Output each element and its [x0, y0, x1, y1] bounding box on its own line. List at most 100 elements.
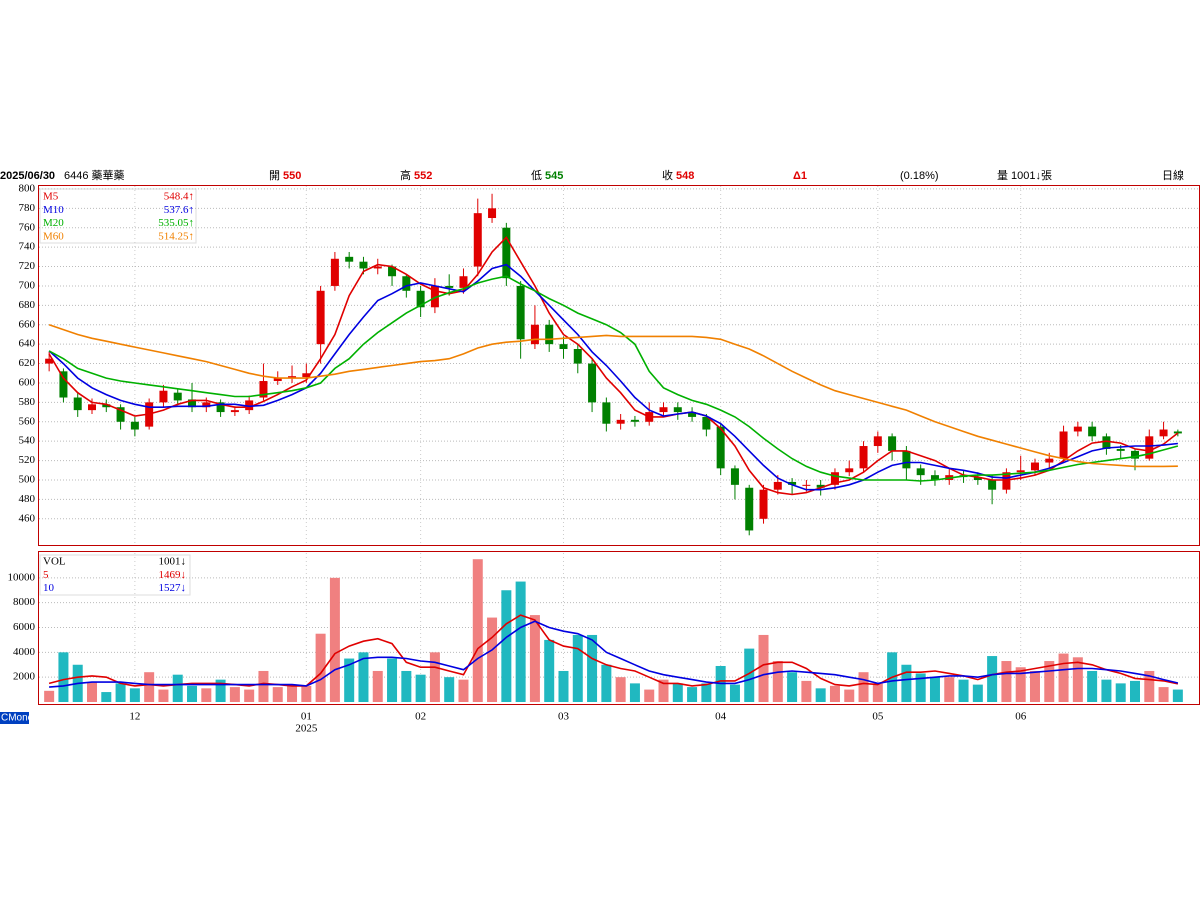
candle-body [545, 324, 554, 345]
volume-bar [272, 687, 283, 702]
legend-name: M10 [43, 204, 64, 216]
volume-bar [987, 656, 998, 702]
volume-bar [115, 683, 126, 702]
volume-bar [629, 683, 640, 702]
ma-line [48, 236, 1179, 496]
legend-name: M5 [43, 191, 59, 203]
candle-body [416, 290, 425, 308]
y-tick-label: 640 [19, 338, 36, 350]
candle-body [302, 373, 311, 378]
volume-bar [1001, 661, 1012, 702]
volume-bar [244, 689, 255, 702]
volume-bar [758, 634, 769, 702]
legend-value: 535.05↑ [158, 217, 194, 229]
volume-bar [1087, 670, 1098, 702]
y-tick-label: 660 [19, 318, 36, 330]
x-tick-label: 05 [872, 711, 884, 723]
volume-bar [429, 652, 440, 702]
volume-bar [772, 661, 783, 702]
candle-body [402, 276, 411, 291]
volume-bar [1158, 687, 1169, 702]
volume-bar [872, 683, 883, 702]
candle-body [259, 381, 268, 398]
volume-bar [858, 672, 869, 702]
candle-body [188, 399, 197, 408]
y-tick-label: 2000 [13, 671, 36, 683]
candle-body [430, 285, 439, 308]
candle-body [902, 450, 911, 469]
candle-body [88, 404, 97, 411]
candle-body [359, 261, 368, 269]
candle-body [1173, 431, 1182, 434]
candle-body [388, 266, 397, 277]
ma-line [48, 263, 1178, 491]
volume-bar [187, 685, 198, 702]
candle-body [1073, 426, 1082, 432]
candle-body [973, 477, 982, 480]
volume-bar [1015, 667, 1026, 702]
volume-bar [644, 689, 655, 702]
y-tick-label: 680 [19, 299, 36, 311]
y-tick-label: 700 [19, 279, 36, 291]
y-tick-label: 780 [19, 202, 36, 214]
legend-value: 537.6↑ [164, 204, 194, 216]
candle-body [673, 407, 682, 413]
volume-bar [87, 682, 98, 702]
period: 日線 [1162, 168, 1184, 182]
legend-name: 10 [43, 582, 55, 594]
candle-body [988, 479, 997, 490]
date: 2025/06/30 [0, 170, 55, 182]
candle-body [345, 256, 354, 262]
candle-body [445, 285, 454, 288]
candle-body [59, 371, 68, 398]
change: Δ1 [793, 170, 807, 182]
candle-body [802, 484, 811, 486]
candle-body [530, 324, 539, 345]
volume-bar [172, 674, 183, 702]
candle-body [816, 484, 825, 488]
y-tick-label: 800 [19, 182, 36, 194]
volume-bar [829, 685, 840, 702]
volume-bar [344, 658, 355, 702]
candle-body [1102, 436, 1111, 449]
candle-body [73, 397, 82, 411]
legend-name: VOL [43, 556, 66, 568]
candle-body [616, 419, 625, 424]
candle-body [230, 410, 239, 413]
candle-body [202, 402, 211, 408]
volume-bar [801, 680, 812, 702]
close-value: 548 [676, 170, 694, 182]
y-tick-label: 720 [19, 260, 36, 272]
volume-bar [701, 683, 712, 702]
x-tick-label: 12 [129, 711, 140, 723]
candle-body [1002, 472, 1011, 490]
candle-body [888, 436, 897, 451]
y-tick-label: 8000 [13, 596, 36, 608]
y-tick-label: 760 [19, 221, 36, 233]
volume-bar [1044, 661, 1055, 702]
price-panel [38, 185, 1200, 546]
volume-bar [1029, 670, 1040, 702]
volume-bar [787, 672, 798, 702]
candle-body [1016, 470, 1025, 473]
high-label: 高 [400, 168, 411, 182]
y-tick-label: 520 [19, 454, 36, 466]
volume-bar [329, 577, 340, 702]
volume-bar [687, 687, 698, 702]
volume-legend-box [39, 554, 191, 596]
volume-bar [601, 664, 612, 702]
x-tick-label: 06 [1015, 711, 1027, 723]
candle-body [488, 208, 497, 219]
y-tick-label: 580 [19, 396, 36, 408]
volume-bar [129, 688, 140, 702]
candle-body [1059, 431, 1068, 459]
legend-value: 514.25↑ [158, 230, 194, 242]
volume-bar [487, 617, 498, 702]
volume-bar [58, 652, 69, 702]
low-value: 545 [545, 170, 563, 182]
volume-bar [101, 692, 112, 702]
candle-body [659, 407, 668, 413]
candle-body [1159, 429, 1168, 437]
volume: 量 1001↓張 [997, 169, 1052, 182]
